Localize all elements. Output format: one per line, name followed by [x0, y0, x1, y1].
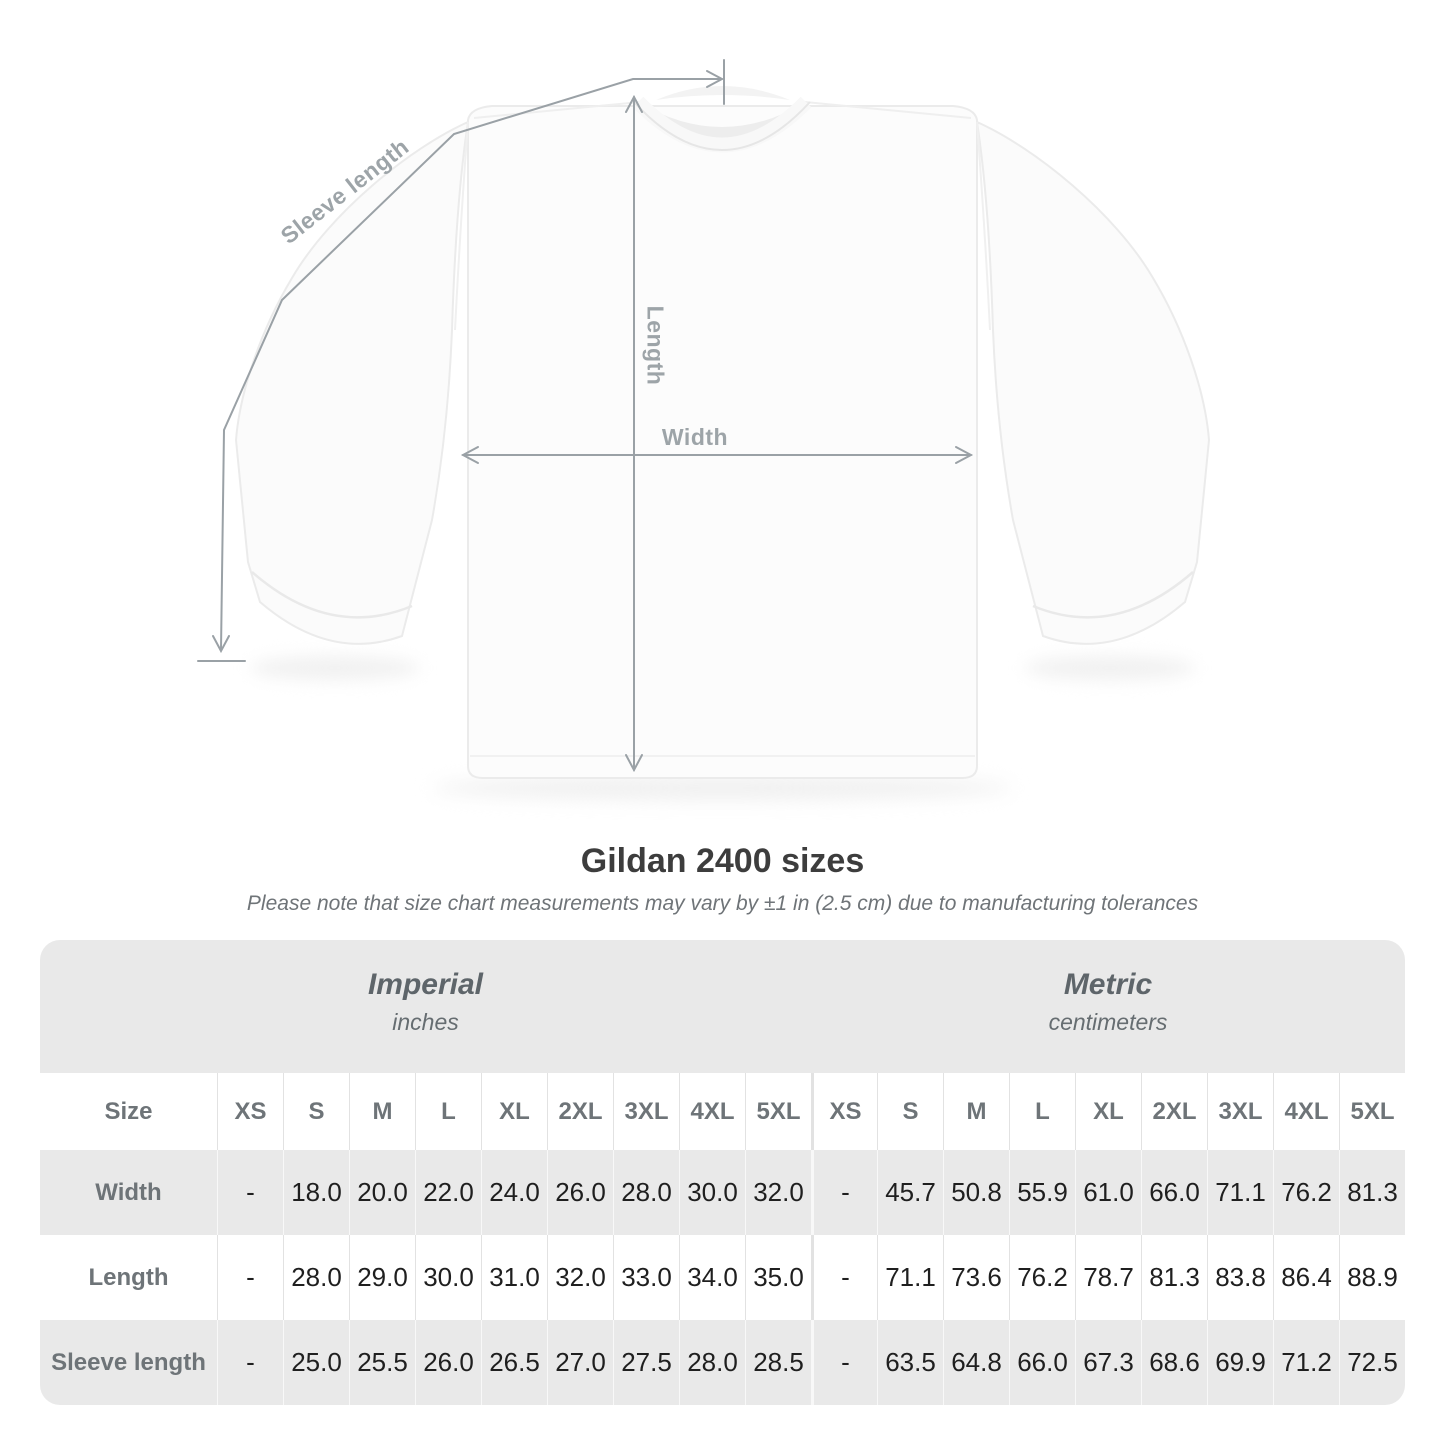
- value-cell: -: [217, 1235, 283, 1320]
- value-cell: 76.2: [1009, 1235, 1075, 1320]
- size-header-cell: 3XL: [613, 1073, 679, 1150]
- size-header-cell: XL: [1075, 1073, 1141, 1150]
- shirt-illustration: [234, 86, 1211, 800]
- value-cell: 73.6: [943, 1235, 1009, 1320]
- value-cell: 30.0: [679, 1150, 745, 1235]
- value-cell: 64.8: [943, 1320, 1009, 1405]
- value-cell: 81.3: [1141, 1235, 1207, 1320]
- value-cell: 27.5: [613, 1320, 679, 1405]
- value-cell: -: [217, 1150, 283, 1235]
- value-cell: 76.2: [1273, 1150, 1339, 1235]
- imperial-group-header: Imperial inches: [40, 940, 811, 1073]
- value-cell: 66.0: [1009, 1320, 1075, 1405]
- size-header-cell: XS: [217, 1073, 283, 1150]
- value-cell: 24.0: [481, 1150, 547, 1235]
- size-header-cell: M: [349, 1073, 415, 1150]
- row-label: Sleeve length: [40, 1320, 217, 1405]
- value-cell: 88.9: [1339, 1235, 1405, 1320]
- size-header-cell: 3XL: [1207, 1073, 1273, 1150]
- length-label: Length: [642, 305, 669, 386]
- value-cell: 81.3: [1339, 1150, 1405, 1235]
- value-cell: 28.5: [745, 1320, 811, 1405]
- value-cell: 55.9: [1009, 1150, 1075, 1235]
- metric-unit: centimeters: [1048, 1008, 1168, 1035]
- value-cell: 32.0: [547, 1235, 613, 1320]
- width-label: Width: [661, 424, 729, 450]
- value-cell: 71.1: [1207, 1150, 1273, 1235]
- value-cell: 28.0: [283, 1235, 349, 1320]
- tolerance-note: Please note that size chart measurements…: [246, 892, 1199, 915]
- value-cell: 68.6: [1141, 1320, 1207, 1405]
- metric-label: Metric: [1063, 967, 1153, 1001]
- value-cell: 27.0: [547, 1320, 613, 1405]
- value-cell: 71.1: [877, 1235, 943, 1320]
- size-header-cell: S: [877, 1073, 943, 1150]
- row-label: Width: [40, 1150, 217, 1235]
- value-cell: 45.7: [877, 1150, 943, 1235]
- size-header-cell: 2XL: [547, 1073, 613, 1150]
- size-header-cell: M: [943, 1073, 1009, 1150]
- value-cell: -: [811, 1320, 877, 1405]
- size-table: Imperial inches Metric centimeters Size …: [40, 940, 1405, 1405]
- size-header-cell: XS: [811, 1073, 877, 1150]
- shirt-diagram: [197, 59, 1211, 800]
- value-cell: -: [811, 1150, 877, 1235]
- size-header-cell: 5XL: [745, 1073, 811, 1150]
- page-title: Gildan 2400 sizes: [580, 842, 865, 880]
- size-column-header: Size: [40, 1073, 217, 1150]
- imperial-label: Imperial: [367, 967, 484, 1001]
- value-cell: 67.3: [1075, 1320, 1141, 1405]
- value-cell: 34.0: [679, 1235, 745, 1320]
- size-header-cell: 5XL: [1339, 1073, 1405, 1150]
- value-cell: 20.0: [349, 1150, 415, 1235]
- value-cell: 26.0: [547, 1150, 613, 1235]
- size-header-cell: L: [1009, 1073, 1075, 1150]
- size-header-cell: L: [415, 1073, 481, 1150]
- value-cell: 25.5: [349, 1320, 415, 1405]
- imperial-unit: inches: [392, 1008, 459, 1035]
- value-cell: 18.0: [283, 1150, 349, 1235]
- value-cell: 28.0: [679, 1320, 745, 1405]
- value-cell: 71.2: [1273, 1320, 1339, 1405]
- value-cell: 50.8: [943, 1150, 1009, 1235]
- width-arrow: [460, 446, 974, 464]
- value-cell: 26.0: [415, 1320, 481, 1405]
- value-cell: 66.0: [1141, 1150, 1207, 1235]
- value-cell: -: [811, 1235, 877, 1320]
- value-cell: 69.9: [1207, 1320, 1273, 1405]
- value-cell: 63.5: [877, 1320, 943, 1405]
- value-cell: 28.0: [613, 1150, 679, 1235]
- row-label: Length: [40, 1235, 217, 1320]
- value-cell: 25.0: [283, 1320, 349, 1405]
- value-cell: 33.0: [613, 1235, 679, 1320]
- value-cell: 83.8: [1207, 1235, 1273, 1320]
- size-header-cell: S: [283, 1073, 349, 1150]
- size-header-cell: 4XL: [1273, 1073, 1339, 1150]
- value-cell: 72.5: [1339, 1320, 1405, 1405]
- value-cell: 29.0: [349, 1235, 415, 1320]
- value-cell: 35.0: [745, 1235, 811, 1320]
- value-cell: 22.0: [415, 1150, 481, 1235]
- value-cell: 86.4: [1273, 1235, 1339, 1320]
- length-arrow: [625, 94, 643, 773]
- value-cell: 30.0: [415, 1235, 481, 1320]
- size-header-cell: XL: [481, 1073, 547, 1150]
- value-cell: 78.7: [1075, 1235, 1141, 1320]
- sleeve-length-arrow: [197, 59, 725, 662]
- measurement-lines: [197, 59, 974, 773]
- metric-group-header: Metric centimeters: [811, 940, 1405, 1073]
- value-cell: 26.5: [481, 1320, 547, 1405]
- value-cell: 32.0: [745, 1150, 811, 1235]
- size-header-cell: 4XL: [679, 1073, 745, 1150]
- value-cell: 31.0: [481, 1235, 547, 1320]
- size-header-cell: 2XL: [1141, 1073, 1207, 1150]
- value-cell: -: [217, 1320, 283, 1405]
- value-cell: 61.0: [1075, 1150, 1141, 1235]
